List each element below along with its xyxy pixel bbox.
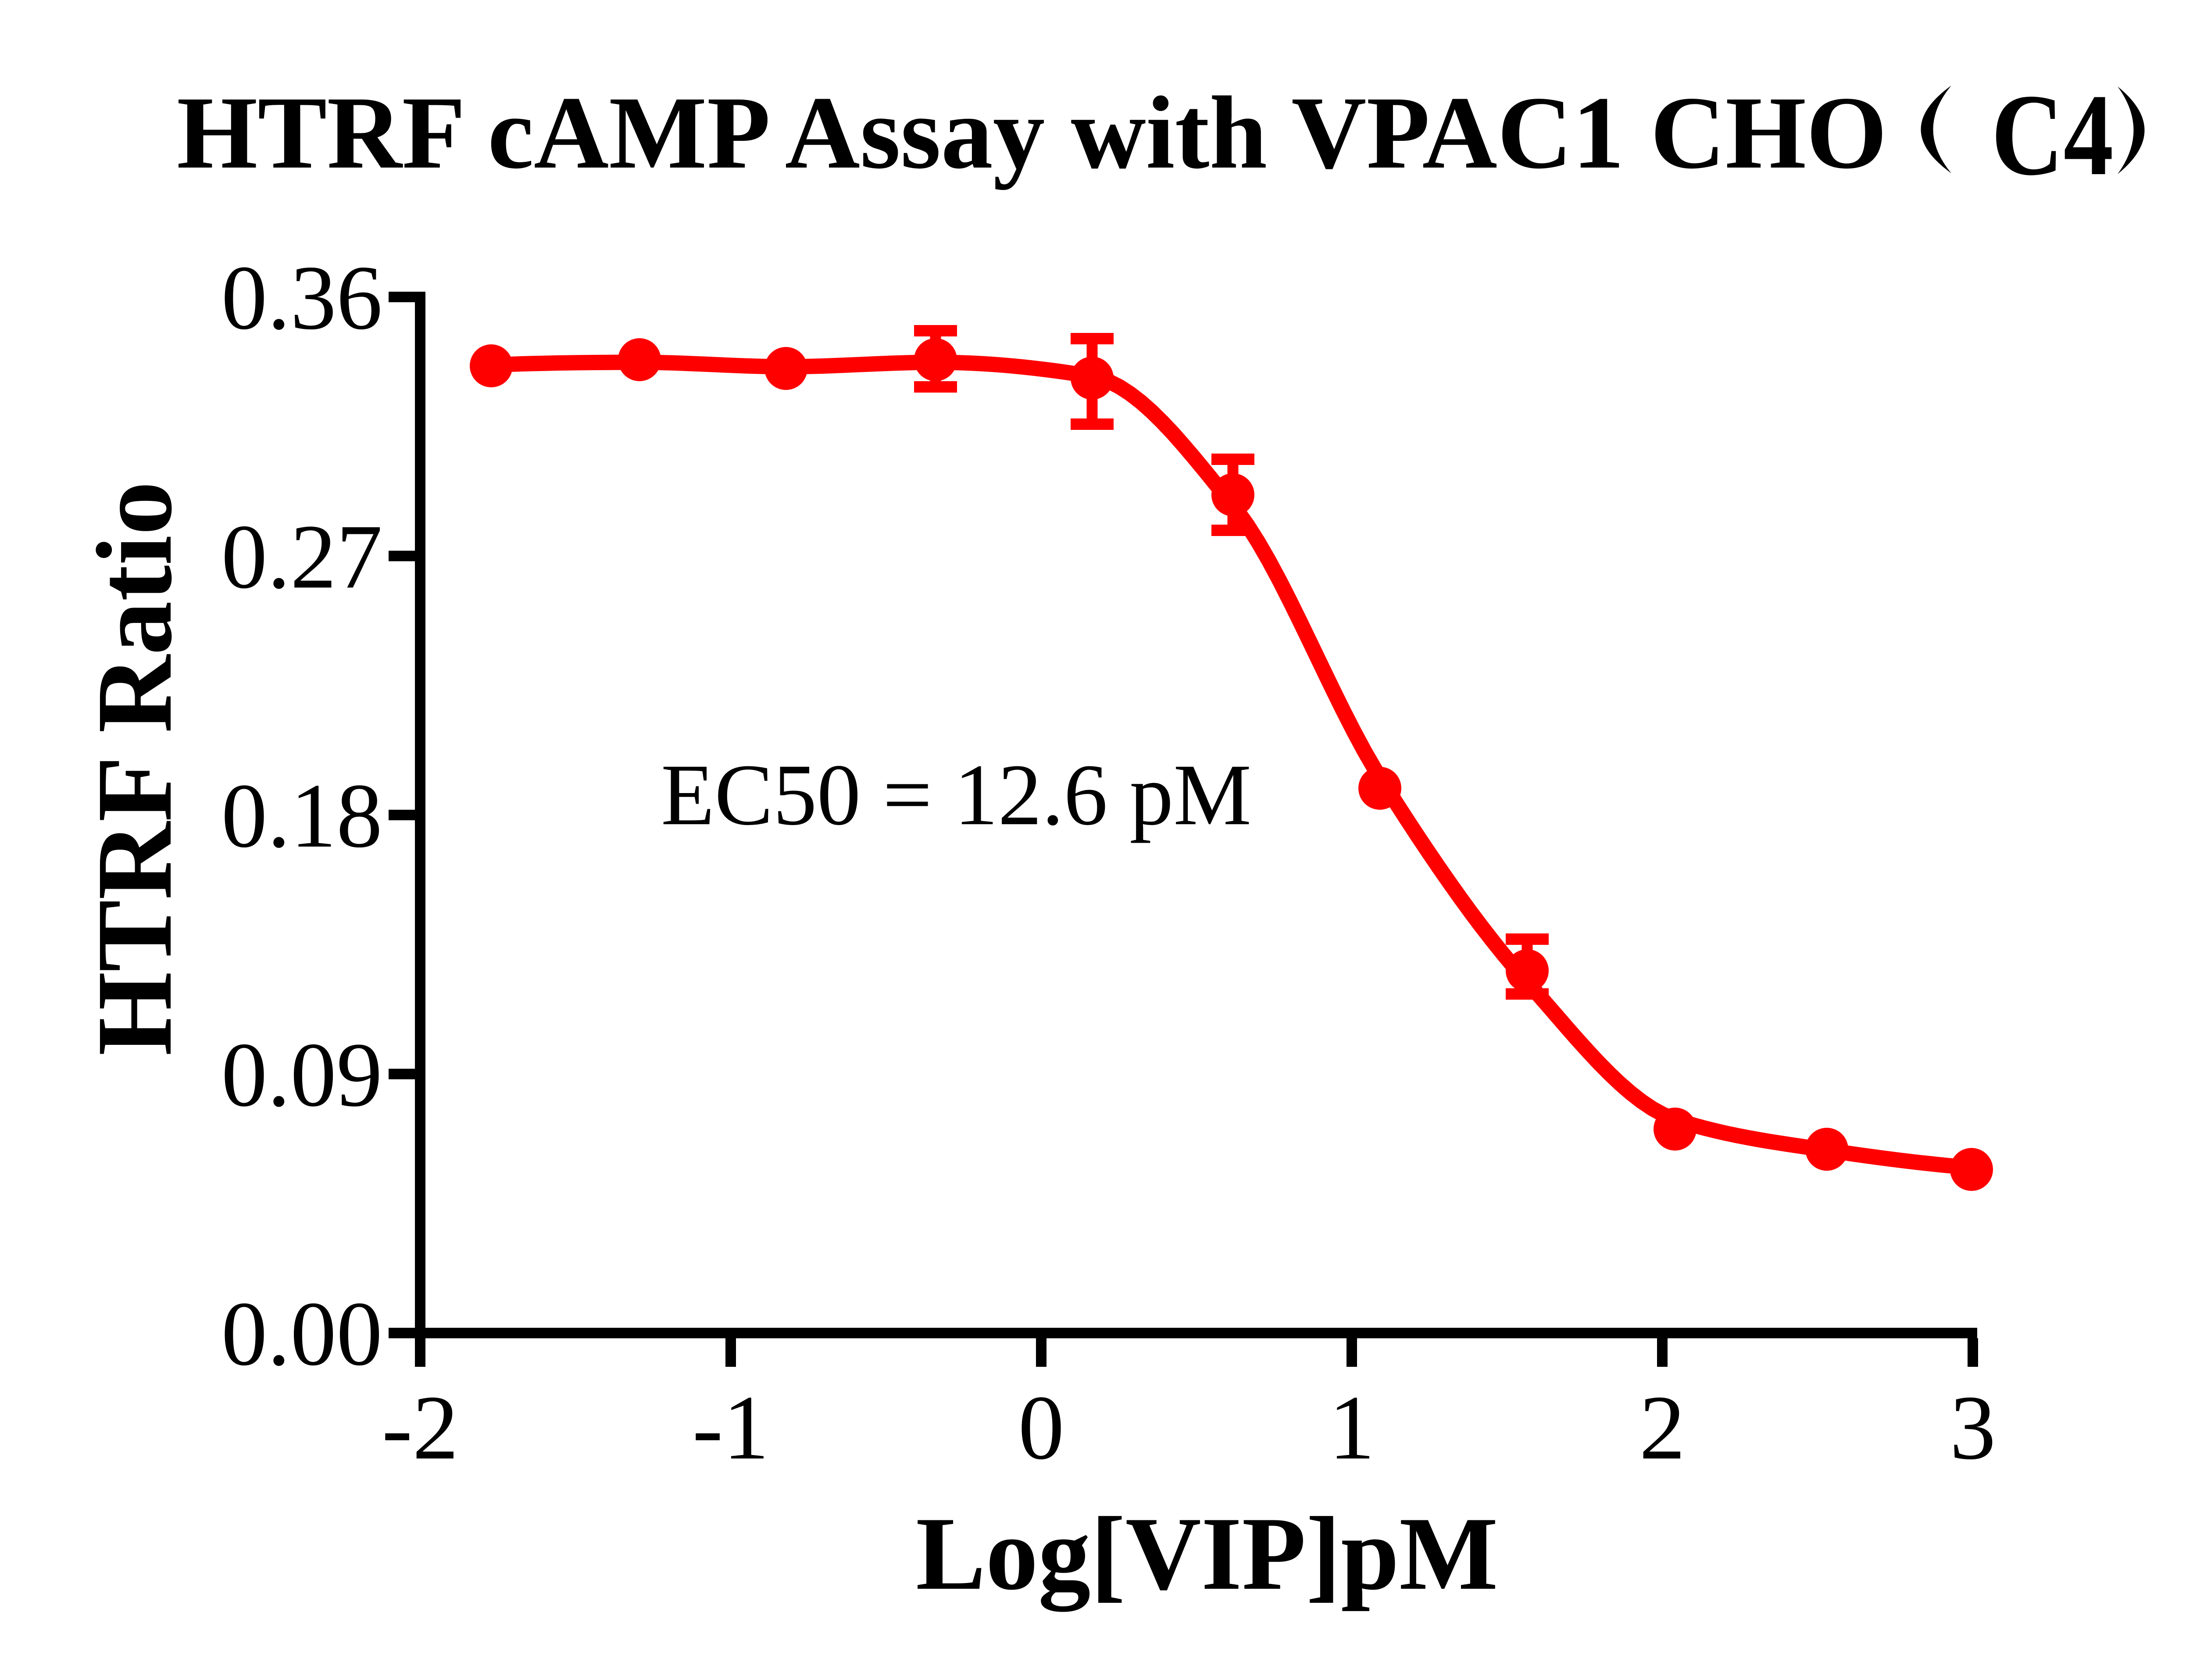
svg-text:Log[VIP]pM: Log[VIP]pM [916, 1495, 1498, 1612]
svg-text:0.09: 0.09 [221, 1024, 383, 1126]
svg-text:2: 2 [1639, 1377, 1686, 1479]
svg-text:0.00: 0.00 [221, 1283, 383, 1385]
svg-text:EC50 = 12.6 pM: EC50 = 12.6 pM [661, 747, 1251, 844]
svg-text:1: 1 [1329, 1377, 1375, 1479]
svg-text:0: 0 [1018, 1377, 1064, 1479]
svg-text:0.36: 0.36 [221, 247, 383, 349]
svg-text:-2: -2 [382, 1377, 459, 1479]
svg-text:C4: C4 [1991, 70, 2114, 200]
svg-text:0.27: 0.27 [221, 506, 383, 608]
svg-text:3: 3 [1950, 1377, 1996, 1479]
svg-text:0.18: 0.18 [221, 765, 383, 867]
svg-text:HTRF cAMP Assay with VPAC1 CHO: HTRF cAMP Assay with VPAC1 CHO [177, 75, 1887, 190]
svg-text:HTRF Ratio: HTRF Ratio [75, 481, 194, 1056]
svg-text:-1: -1 [693, 1377, 769, 1479]
